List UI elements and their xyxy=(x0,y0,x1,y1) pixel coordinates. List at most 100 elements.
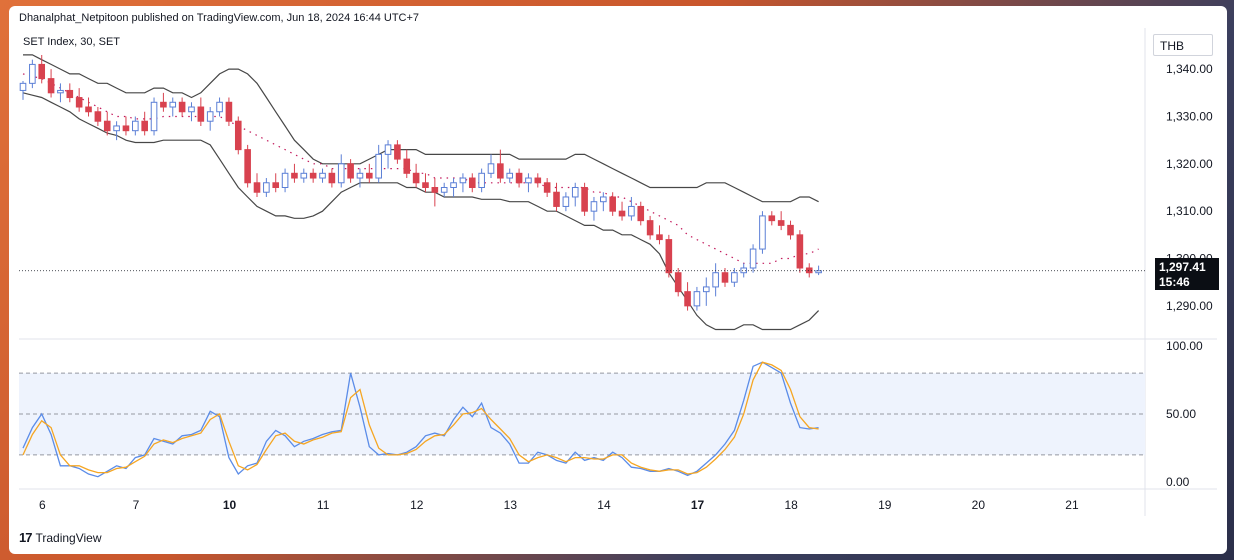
tradingview-logo-icon: 17 xyxy=(19,530,33,545)
candle-down xyxy=(609,196,616,212)
time-tick-label: 11 xyxy=(317,498,330,512)
bar-countdown: 15:46 xyxy=(1159,275,1190,289)
stoch-tick-label: 100.00 xyxy=(1166,339,1203,353)
publisher-header: Dhanalphat_Netpitoon published on Tradin… xyxy=(19,12,420,24)
candle-up xyxy=(628,205,635,217)
candle-up xyxy=(590,201,598,212)
bollinger-upper-line xyxy=(23,54,819,203)
candle-down xyxy=(553,191,560,207)
price-tick-label: 1,310.00 xyxy=(1166,204,1213,218)
stoch-k-line xyxy=(22,361,819,478)
candle-up xyxy=(113,125,120,132)
candle-down xyxy=(85,106,92,113)
candle-down xyxy=(253,182,261,193)
candle-up xyxy=(525,177,532,184)
candle-up xyxy=(740,267,748,274)
time-tick-label: 14 xyxy=(597,498,611,512)
candle-up xyxy=(150,101,158,132)
price-tick-label: 1,330.00 xyxy=(1166,109,1213,123)
candle-down xyxy=(431,187,439,193)
candle-down xyxy=(412,172,420,184)
candle-down xyxy=(674,272,682,293)
candle-up xyxy=(375,153,382,179)
candle-down xyxy=(497,163,504,179)
candle-down xyxy=(656,234,663,241)
stoch-tick-label: 0.00 xyxy=(1166,475,1190,489)
candle-down xyxy=(618,210,626,217)
candle-down xyxy=(768,215,776,222)
candle-up xyxy=(487,163,495,174)
candle-down xyxy=(805,267,813,274)
candle-down xyxy=(422,182,429,188)
currency-button[interactable]: THB xyxy=(1153,34,1213,56)
time-tick-label: 21 xyxy=(1065,498,1079,512)
candle-up xyxy=(356,172,364,179)
candle-up xyxy=(169,101,177,108)
candle-down xyxy=(394,144,401,160)
candle-up xyxy=(731,272,738,283)
candle-down xyxy=(665,239,673,274)
price-tick-label: 1,340.00 xyxy=(1166,62,1213,76)
candles xyxy=(19,54,1145,311)
candle-down xyxy=(581,187,588,212)
candle-up xyxy=(132,120,139,132)
candle-up xyxy=(712,272,719,288)
candle-up xyxy=(384,144,392,155)
candle-down xyxy=(66,89,74,99)
time-tick-label: 10 xyxy=(223,498,237,512)
candle-up xyxy=(506,172,514,179)
candle-down xyxy=(777,220,785,226)
candle-down xyxy=(787,224,794,236)
time-tick-label: 19 xyxy=(878,498,892,512)
time-tick-label: 18 xyxy=(784,498,798,512)
candle-up xyxy=(263,182,270,193)
axes: 1,340.001,330.001,320.001,310.001,300.00… xyxy=(39,62,1213,512)
candle-up xyxy=(206,111,214,122)
candle-down xyxy=(347,163,354,179)
bollinger-bands xyxy=(22,54,820,331)
candle-up xyxy=(19,82,27,91)
candle-up xyxy=(319,172,326,179)
candle-down xyxy=(244,149,251,184)
candle-up xyxy=(571,187,579,198)
time-tick-label: 13 xyxy=(504,498,518,512)
time-tick-label: 20 xyxy=(972,498,986,512)
candle-down xyxy=(403,158,411,174)
candle-down xyxy=(94,111,102,122)
candle-up xyxy=(188,106,195,113)
time-tick-label: 6 xyxy=(39,498,46,512)
candle-down xyxy=(234,120,242,151)
candle-up xyxy=(562,196,570,207)
stoch-d-line xyxy=(22,361,819,475)
candle-up xyxy=(450,182,457,188)
candle-down xyxy=(468,177,476,188)
candle-down xyxy=(47,78,55,94)
chart-canvas[interactable]: 1,340.001,330.001,320.001,310.001,300.00… xyxy=(9,6,1227,554)
candle-down xyxy=(291,172,298,179)
candle-down xyxy=(141,120,148,132)
candle-up xyxy=(815,270,822,274)
candle-up xyxy=(693,291,701,307)
candle-up xyxy=(300,172,308,179)
candle-up xyxy=(459,177,467,184)
candle-down xyxy=(796,234,804,269)
candle-down xyxy=(721,272,729,283)
symbol-label[interactable]: SET Index, 30, SET xyxy=(23,36,121,48)
footer: 17 TradingView xyxy=(19,530,102,545)
candle-down xyxy=(328,172,336,184)
candle-up xyxy=(29,63,36,84)
candle-down xyxy=(225,101,233,122)
chart-frame: Dhanalphat_Netpitoon published on Tradin… xyxy=(9,6,1227,554)
candle-up xyxy=(337,163,345,184)
candle-down xyxy=(515,172,523,184)
candle-up xyxy=(281,172,289,188)
candle-up xyxy=(216,101,223,113)
candle-up xyxy=(478,172,485,188)
candle-down xyxy=(637,205,645,222)
footer-brand: TradingView xyxy=(35,530,102,545)
bollinger-middle-line xyxy=(22,73,819,264)
time-tick-label: 17 xyxy=(691,498,705,512)
candle-down xyxy=(178,101,186,113)
candle-down xyxy=(534,177,542,184)
candle-down xyxy=(646,220,654,236)
